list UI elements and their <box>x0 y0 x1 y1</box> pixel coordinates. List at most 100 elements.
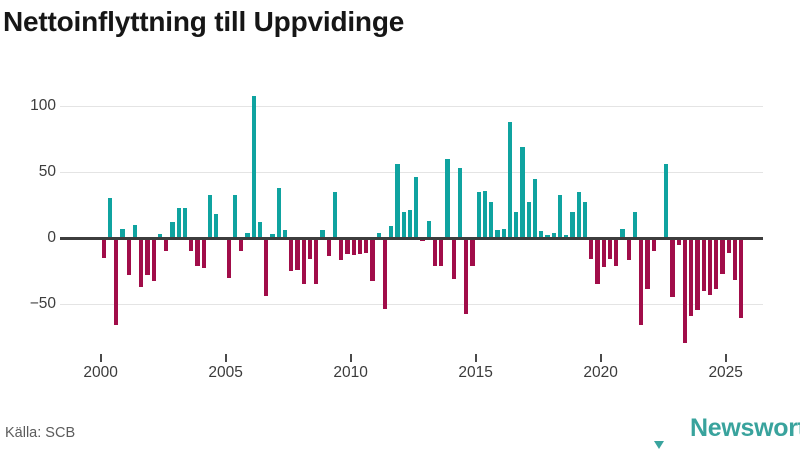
bar <box>664 164 669 238</box>
bar <box>695 238 700 311</box>
bar <box>276 187 281 238</box>
bar <box>189 238 194 252</box>
bar <box>214 214 219 238</box>
bar <box>645 238 650 290</box>
bar <box>714 238 719 290</box>
bar <box>289 238 294 271</box>
y-axis-tick-label: 100 <box>30 97 56 115</box>
bar <box>720 238 725 274</box>
bar <box>501 228 506 238</box>
bar <box>182 207 188 238</box>
bar <box>157 234 163 238</box>
bar <box>551 232 556 238</box>
bar <box>601 238 606 267</box>
bar <box>407 210 413 238</box>
bar <box>395 164 400 238</box>
x-axis-tick-label: 2025 <box>708 364 743 381</box>
bar <box>626 238 631 261</box>
bar <box>332 191 338 238</box>
bar <box>382 238 388 310</box>
gridline-y-50 <box>60 303 763 305</box>
y-axis-tick-label: −50 <box>29 294 56 312</box>
bar <box>439 238 444 266</box>
bar <box>476 191 481 238</box>
bar <box>470 238 475 266</box>
bar <box>701 238 706 291</box>
bar <box>264 238 269 296</box>
bar <box>370 238 375 282</box>
gridline-y100 <box>60 106 763 108</box>
chart-title: Nettoinflyttning till Uppvidinge <box>3 6 405 37</box>
bar <box>620 228 625 238</box>
x-axis-tick <box>224 354 227 362</box>
newsworthy-logo: Newsworthy <box>646 412 800 450</box>
bar <box>357 238 363 254</box>
bar <box>151 238 156 282</box>
bar <box>351 238 356 256</box>
bar <box>732 238 738 281</box>
bar <box>139 238 144 287</box>
bar <box>670 238 675 298</box>
y-axis-tick-label: 0 <box>47 229 56 246</box>
bar <box>432 238 438 266</box>
bar <box>676 238 681 245</box>
bar <box>689 238 694 316</box>
bar <box>426 220 431 238</box>
gridline-y50 <box>60 172 763 174</box>
brand-name: Newsworthy <box>690 414 800 442</box>
bar <box>589 238 594 260</box>
bar <box>614 238 619 266</box>
bar <box>251 95 256 238</box>
bar <box>607 238 613 260</box>
bar <box>489 202 494 238</box>
x-axis-tick <box>474 354 477 362</box>
x-axis-tick-label: 2005 <box>208 364 243 381</box>
bar <box>414 177 419 238</box>
bar <box>170 222 175 238</box>
source-attribution: Källa: SCB <box>5 425 76 441</box>
bar <box>570 211 575 238</box>
x-axis-tick <box>599 354 602 362</box>
bar <box>120 228 125 238</box>
bar <box>232 194 238 238</box>
bar <box>457 168 463 238</box>
bar <box>495 230 500 238</box>
bar <box>507 122 513 238</box>
y-axis-tick-label: 50 <box>38 163 56 181</box>
bar <box>245 232 250 238</box>
bar <box>201 238 206 269</box>
bar <box>401 211 406 238</box>
bar <box>514 211 519 238</box>
bar <box>239 238 244 252</box>
bar <box>376 232 381 238</box>
bar <box>270 234 275 238</box>
bar <box>639 238 644 325</box>
bar <box>107 198 113 238</box>
bar <box>345 238 350 254</box>
x-axis-tick-label: 2020 <box>583 364 618 381</box>
x-axis-tick-label: 2000 <box>83 364 118 381</box>
bar <box>451 238 456 279</box>
bar <box>164 238 169 252</box>
bar <box>482 190 488 238</box>
bar <box>114 238 119 325</box>
bar <box>257 222 263 238</box>
bar <box>539 231 544 238</box>
bar <box>326 238 331 257</box>
bar <box>132 224 138 238</box>
bar <box>339 238 344 261</box>
bar <box>295 238 300 270</box>
bar <box>707 238 713 295</box>
bar <box>632 211 638 238</box>
bar <box>739 238 744 319</box>
bar <box>576 191 581 238</box>
bar <box>445 158 450 238</box>
bar <box>582 202 588 238</box>
bar <box>389 226 394 238</box>
badge-barchart-icon <box>648 415 679 443</box>
x-axis-tick-label: 2015 <box>458 364 493 381</box>
bar <box>364 238 369 253</box>
x-axis-tick-label: 2010 <box>333 364 368 381</box>
bar <box>101 238 106 258</box>
